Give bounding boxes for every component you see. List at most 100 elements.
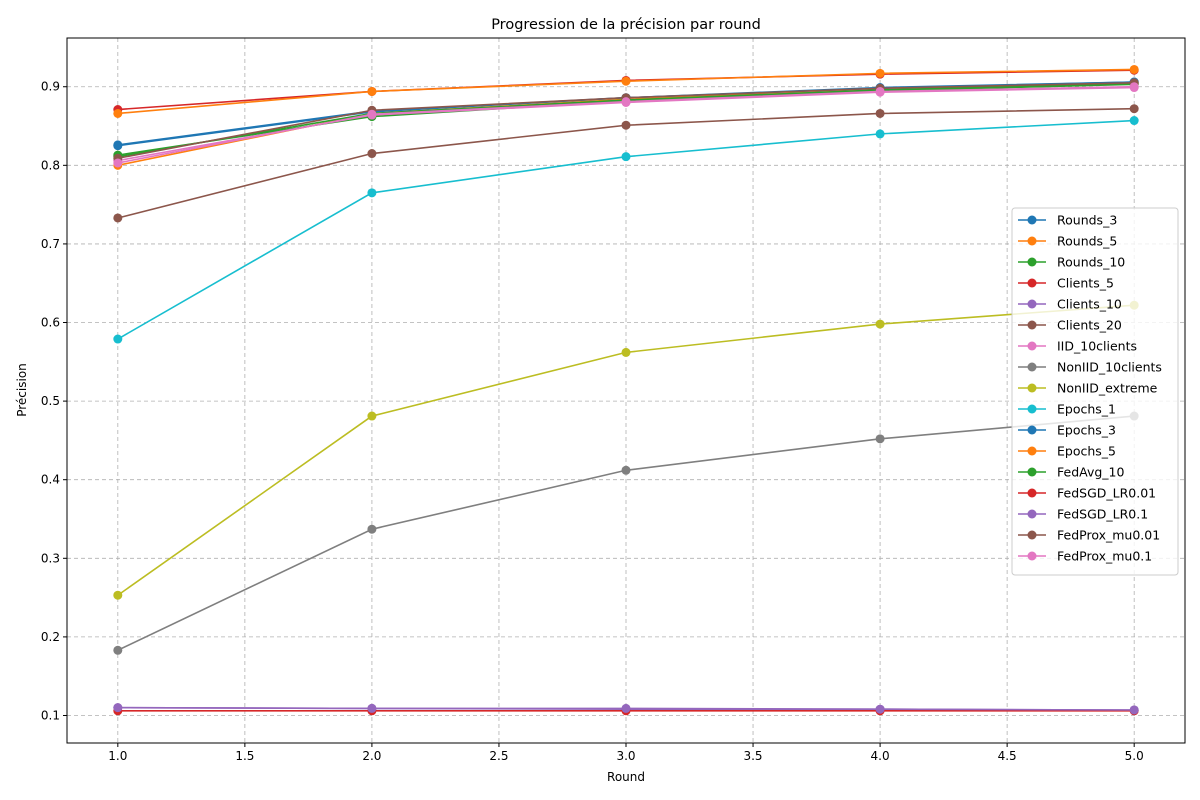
legend-label: FedSGD_LR0.1	[1057, 507, 1148, 522]
legend-item: Rounds_5	[1018, 234, 1117, 249]
legend-marker	[1027, 257, 1037, 267]
legend-marker	[1027, 362, 1037, 372]
data-point	[113, 158, 123, 168]
series-Clients_20	[113, 104, 1139, 223]
x-tick-label: 4.0	[871, 749, 890, 763]
data-point	[875, 704, 885, 714]
legend-label: Epochs_1	[1057, 402, 1116, 417]
legend-marker	[1027, 425, 1037, 435]
legend-marker	[1027, 383, 1037, 393]
legend-marker	[1027, 446, 1037, 456]
legend-marker	[1027, 236, 1037, 246]
data-point	[113, 703, 123, 713]
data-point	[367, 109, 377, 119]
y-tick-label: 0.4	[41, 473, 60, 487]
legend-label: NonIID_extreme	[1057, 381, 1158, 396]
legend-item: Epochs_5	[1018, 444, 1116, 459]
data-point	[875, 319, 885, 329]
data-point	[621, 703, 631, 713]
legend-item: Rounds_10	[1018, 255, 1125, 270]
y-tick-label: 0.3	[41, 551, 60, 565]
data-point	[113, 334, 123, 344]
x-tick-label: 1.0	[108, 749, 127, 763]
y-axis-label: Précision	[15, 363, 29, 417]
legend-item: FedProx_mu0.01	[1018, 528, 1160, 543]
legend-marker	[1027, 278, 1037, 288]
series-FedProx_mu0.1	[113, 82, 1139, 168]
data-point	[621, 97, 631, 107]
legend-item: NonIID_10clients	[1018, 360, 1162, 375]
data-point	[875, 129, 885, 139]
legend-box	[1011, 207, 1179, 576]
legend-label: Epochs_3	[1057, 423, 1116, 438]
data-point	[621, 76, 631, 86]
legend-item: Epochs_1	[1018, 402, 1116, 417]
y-tick-label: 0.2	[41, 630, 60, 644]
legend-marker	[1027, 299, 1037, 309]
y-tick-label: 0.9	[41, 80, 60, 94]
data-point	[367, 149, 377, 159]
x-axis-label: Round	[607, 770, 645, 784]
data-point	[113, 108, 123, 118]
data-point	[367, 411, 377, 421]
legend-label: Rounds_5	[1057, 234, 1117, 249]
x-tick-label: 4.5	[998, 749, 1017, 763]
y-tick-label: 0.8	[41, 158, 60, 172]
legend-label: FedProx_mu0.01	[1057, 528, 1160, 543]
y-axis-ticks: 0.1 0.2 0.3 0.4 0.5 0.6 0.7 0.8 0.9	[41, 80, 67, 722]
x-tick-label: 3.5	[743, 749, 762, 763]
y-tick-label: 0.7	[41, 237, 60, 251]
data-point	[621, 120, 631, 130]
legend-item: FedSGD_LR0.01	[1018, 486, 1156, 501]
legend-label: FedSGD_LR0.01	[1057, 486, 1156, 501]
legend-item: FedSGD_LR0.1	[1018, 507, 1148, 522]
data-point	[621, 465, 631, 475]
data-point	[875, 68, 885, 78]
data-point	[113, 140, 123, 150]
x-tick-label: 2.5	[489, 749, 508, 763]
data-point	[367, 703, 377, 713]
data-point	[113, 213, 123, 223]
legend-label: FedProx_mu0.1	[1057, 549, 1152, 564]
legend-marker	[1027, 530, 1037, 540]
legend-label: IID_10clients	[1057, 339, 1137, 354]
x-axis-ticks: 1.0 1.5 2.0 2.5 3.0 3.5 4.0 4.5 5.0	[108, 743, 1144, 763]
legend-marker	[1027, 467, 1037, 477]
legend-label: NonIID_10clients	[1057, 360, 1162, 375]
x-tick-label: 5.0	[1125, 749, 1144, 763]
x-tick-label: 1.5	[235, 749, 254, 763]
legend-label: Clients_5	[1057, 276, 1114, 291]
data-point	[875, 434, 885, 444]
legend-item: Clients_20	[1018, 318, 1122, 333]
data-point	[1129, 116, 1139, 126]
legend-marker	[1027, 341, 1037, 351]
data-point	[113, 645, 123, 655]
x-tick-label: 3.0	[616, 749, 635, 763]
legend-item: IID_10clients	[1018, 339, 1137, 354]
series-Epochs_1	[113, 116, 1139, 344]
data-point	[1129, 82, 1139, 92]
legend-marker	[1027, 320, 1037, 330]
data-point	[367, 524, 377, 534]
legend-marker	[1027, 509, 1037, 519]
data-point	[621, 347, 631, 357]
legend-item: NonIID_extreme	[1018, 381, 1158, 396]
legend-label: Rounds_10	[1057, 255, 1125, 270]
data-point	[113, 590, 123, 600]
legend-item: FedProx_mu0.1	[1018, 549, 1152, 564]
series-FedSGD_LR0.1	[113, 703, 1139, 715]
legend-marker	[1027, 551, 1037, 561]
legend-label: Rounds_3	[1057, 213, 1117, 228]
x-tick-label: 2.0	[362, 749, 381, 763]
data-point	[367, 188, 377, 198]
series-layer	[113, 64, 1139, 716]
data-point	[875, 86, 885, 96]
legend-label: Clients_10	[1057, 297, 1122, 312]
legend: Rounds_3 Rounds_5 Rounds_10 Clients_5 Client…	[1011, 207, 1179, 576]
legend-label: FedAvg_10	[1057, 465, 1124, 480]
legend-marker	[1027, 215, 1037, 225]
y-tick-label: 0.5	[41, 394, 60, 408]
legend-item: Clients_10	[1018, 297, 1122, 312]
legend-label: Epochs_5	[1057, 444, 1116, 459]
